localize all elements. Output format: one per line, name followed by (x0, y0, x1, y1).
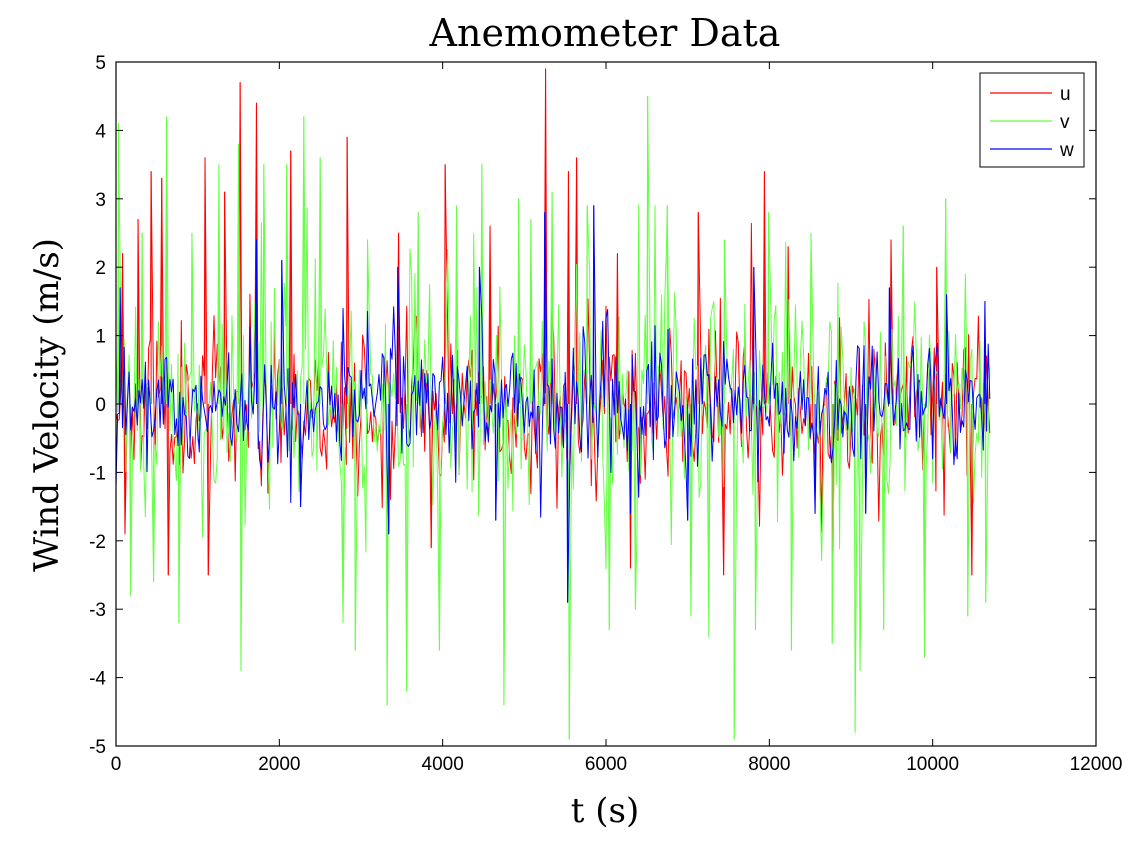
series-line-w (115, 205, 991, 603)
x-tick-label: 10000 (906, 754, 959, 775)
x-tick-label: 8000 (748, 754, 790, 775)
y-axis-label: Wind Velocity (m/s) (27, 238, 67, 572)
x-tick-label: 2000 (258, 754, 300, 775)
legend-label-u: u (1060, 84, 1071, 105)
y-tick-label: 0 (95, 395, 106, 416)
x-tick-label: 0 (111, 754, 122, 775)
y-tick-label: 2 (95, 258, 106, 279)
legend: u v w (979, 72, 1085, 168)
y-tick-label: -2 (89, 532, 106, 553)
x-tick-label: 4000 (422, 754, 464, 775)
y-tick-label: -4 (89, 669, 106, 690)
y-tick-label: -1 (89, 463, 106, 484)
x-tick-label: 12000 (1070, 754, 1123, 775)
legend-label-w: w (1059, 140, 1074, 161)
y-tick-label: -5 (89, 737, 106, 758)
y-tick-label: -3 (89, 600, 106, 621)
legend-label-v: v (1060, 112, 1070, 133)
legend-box (979, 72, 1085, 168)
series-line-v (115, 95, 991, 740)
y-tick-label: 4 (95, 121, 106, 142)
ticks-layer: 0 2000 4000 6000 8000 10000 12000 -5 -4 -3 -2 -1 0 1 2… (89, 53, 1122, 775)
y-tick-label: 1 (95, 327, 106, 348)
x-axis-label: t (s) (571, 791, 639, 831)
chart-title: Anemometer Data (429, 11, 781, 55)
y-tick-label: 3 (95, 190, 106, 211)
series-layer (115, 68, 991, 740)
x-tick-label: 6000 (585, 754, 627, 775)
y-tick-label: 5 (95, 53, 106, 74)
